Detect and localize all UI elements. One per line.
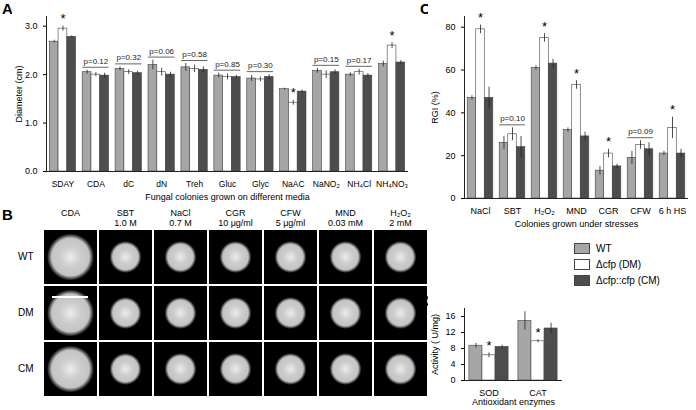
svg-text:CAT: CAT	[529, 387, 547, 398]
html-text:0.7 M: 0.7 M	[169, 218, 192, 228]
svg-text:*: *	[291, 85, 296, 100]
svg-text:*: *	[478, 10, 483, 25]
html-text:0.03 mM: 0.03 mM	[328, 218, 363, 228]
html-text:NaCl: NaCl	[170, 208, 191, 218]
svg-text:*: *	[606, 134, 611, 149]
svg-text:SOD: SOD	[479, 387, 499, 398]
svg-text:Antioxidant enzymes: Antioxidant enzymes	[472, 397, 556, 407]
svg-text:SDAY: SDAY	[52, 179, 75, 189]
html-text:H₂O₂: H₂O₂	[390, 208, 411, 218]
html-text:10 μg/ml: 10 μg/ml	[218, 218, 253, 228]
svg-text:p=0.58: p=0.58	[182, 50, 207, 59]
svg-text:20: 20	[445, 151, 455, 161]
svg-text:H₂O₂: H₂O₂	[534, 206, 555, 216]
html-text:CGR: CGR	[225, 208, 246, 218]
html-text:CM: CM	[18, 363, 34, 374]
svg-text:p=0.12: p=0.12	[84, 57, 109, 66]
html-text:B: B	[2, 206, 13, 223]
svg-text:*: *	[574, 66, 579, 81]
svg-text:MND: MND	[566, 206, 587, 216]
html-text:SBT: SBT	[116, 208, 135, 218]
svg-text:p=0.30: p=0.30	[248, 61, 273, 70]
html-text:MND: MND	[335, 208, 356, 218]
html-text:2 mM: 2 mM	[389, 218, 412, 228]
svg-text:16: 16	[445, 311, 455, 321]
html-text:C: C	[420, 0, 431, 17]
svg-text:CFW: CFW	[630, 206, 651, 216]
svg-text:p=0.06: p=0.06	[149, 47, 174, 56]
svg-text:SBT: SBT	[504, 206, 522, 216]
svg-text:Colonies grown under stresses: Colonies grown under stresses	[515, 219, 639, 229]
svg-text:3.0: 3.0	[25, 21, 38, 31]
svg-text:12: 12	[445, 327, 455, 337]
svg-text:NaAC: NaAC	[282, 179, 305, 189]
html-text:5 μg/ml: 5 μg/ml	[275, 218, 306, 228]
svg-text:CGR: CGR	[599, 206, 620, 216]
svg-text:Fungal colonies grown on diffe: Fungal colonies grown on different media	[145, 192, 309, 202]
svg-text:Treh: Treh	[186, 179, 203, 189]
svg-text:1.0: 1.0	[25, 118, 38, 128]
svg-text:Glyc: Glyc	[252, 179, 270, 189]
svg-text:*: *	[486, 338, 491, 353]
svg-text:p=0.17: p=0.17	[347, 56, 372, 65]
svg-text:Activity ( U/mg): Activity ( U/mg)	[430, 314, 440, 375]
svg-text:p=0.85: p=0.85	[215, 60, 240, 69]
svg-text:60: 60	[445, 65, 455, 75]
svg-text:2.0: 2.0	[25, 70, 38, 80]
html-text:CDA: CDA	[61, 208, 80, 218]
svg-text:40: 40	[445, 108, 455, 118]
svg-text:p=0.10: p=0.10	[500, 114, 525, 123]
svg-text:0: 0	[450, 193, 455, 203]
svg-text:p=0.09: p=0.09	[628, 127, 653, 136]
svg-text:0: 0	[450, 375, 455, 385]
svg-text:6 h HS: 6 h HS	[659, 206, 687, 216]
svg-text:4: 4	[450, 359, 455, 369]
svg-text:NH₄Cl: NH₄Cl	[347, 179, 371, 189]
svg-text:NH₄NO₃: NH₄NO₃	[376, 179, 408, 189]
svg-text:NaNO₂: NaNO₂	[313, 179, 340, 189]
svg-text:CDA: CDA	[87, 179, 105, 189]
svg-text:*: *	[542, 19, 547, 34]
svg-text:*: *	[535, 325, 540, 340]
svg-text:Diameter (cm): Diameter (cm)	[14, 65, 24, 122]
html-text:1.0 M: 1.0 M	[114, 218, 137, 228]
html-text:A: A	[2, 0, 13, 17]
svg-text:p=0.15: p=0.15	[314, 55, 339, 64]
html-text:WT: WT	[596, 242, 612, 254]
svg-text:dN: dN	[156, 179, 167, 189]
svg-text:*: *	[60, 11, 65, 26]
svg-text:Gluc: Gluc	[219, 179, 237, 189]
html-text:DM: DM	[18, 307, 34, 318]
html-text:CFW: CFW	[280, 208, 301, 218]
svg-text:0.0: 0.0	[25, 166, 38, 176]
svg-text:*: *	[670, 102, 675, 117]
svg-text:*: *	[390, 28, 395, 43]
svg-text:p=0.32: p=0.32	[116, 53, 141, 62]
svg-text:NaCl: NaCl	[470, 206, 490, 216]
html-text:Δcfp (DM): Δcfp (DM)	[596, 258, 641, 270]
html-text:WT: WT	[18, 251, 34, 262]
svg-text:8: 8	[450, 343, 455, 353]
svg-text:dC: dC	[123, 179, 134, 189]
html-text:D: D	[420, 292, 431, 309]
svg-text:RGI (%): RGI (%)	[430, 91, 440, 124]
html-text:Δcfp::cfp (CM): Δcfp::cfp (CM)	[596, 274, 660, 286]
svg-text:80: 80	[445, 22, 455, 32]
